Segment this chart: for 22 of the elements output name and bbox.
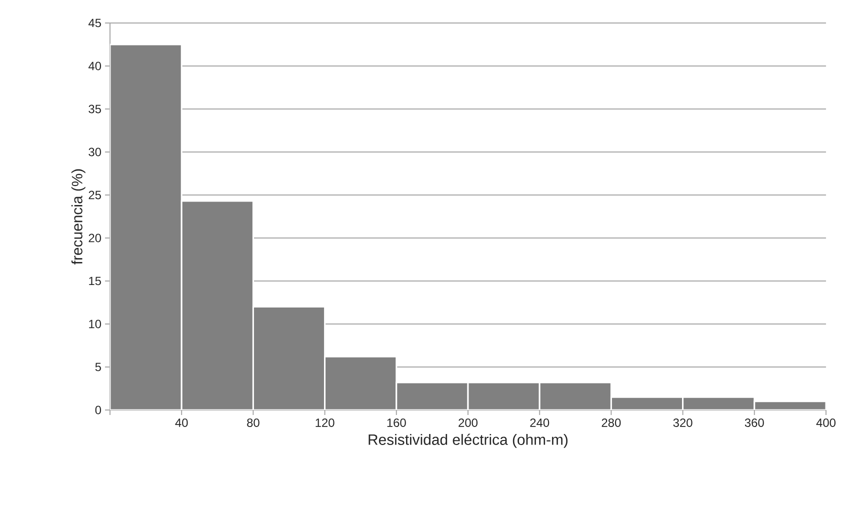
y-tick-label: 0 bbox=[95, 406, 102, 414]
x-tick-label: 40 bbox=[175, 418, 188, 427]
y-tick-label: 25 bbox=[88, 190, 101, 200]
y-tick-label: 30 bbox=[88, 148, 102, 156]
y-tick-label: 5 bbox=[95, 362, 101, 372]
y-tick-label: 15 bbox=[89, 276, 101, 286]
y-tick-label: 20 bbox=[88, 234, 102, 242]
x-tick-label: 400 bbox=[816, 418, 836, 427]
x-tick-label: 240 bbox=[530, 418, 550, 427]
y-tick-label: 10 bbox=[89, 320, 102, 328]
x-tick-label: 320 bbox=[673, 418, 692, 427]
y-axis-title: frecuencia (%) bbox=[71, 169, 86, 264]
x-tick-label: 200 bbox=[458, 418, 478, 427]
y-tick-label: 45 bbox=[88, 18, 101, 28]
x-tick-label: 360 bbox=[744, 418, 764, 427]
x-tick-label: 80 bbox=[247, 418, 260, 427]
x-tick-label: 280 bbox=[602, 418, 621, 427]
y-tick-label: 40 bbox=[88, 62, 102, 70]
x-axis-title: Resistividad eléctrica (ohm-m) bbox=[368, 434, 568, 448]
y-tick-label: 35 bbox=[88, 104, 101, 114]
x-tick-label: 160 bbox=[387, 418, 406, 427]
x-tick-label: 120 bbox=[316, 418, 334, 427]
